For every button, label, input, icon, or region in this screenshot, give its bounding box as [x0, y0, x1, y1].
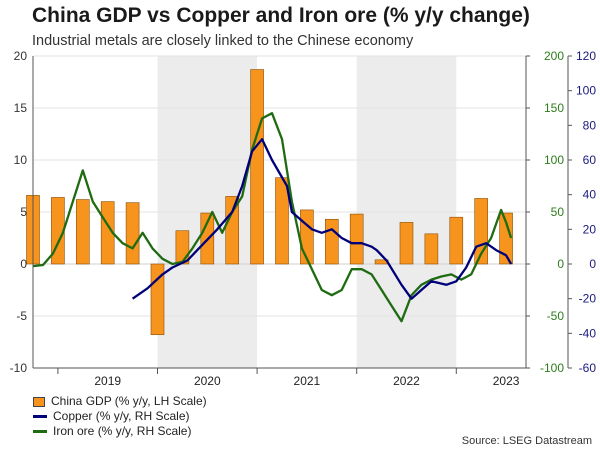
gdp-bar	[275, 177, 289, 265]
x-tick-label-2021: 2021	[294, 374, 321, 388]
gdp-bar	[300, 209, 314, 265]
x-tick-label-2023: 2023	[493, 374, 520, 388]
legend-label-gdp: China GDP (% y/y, LH Scale)	[51, 394, 207, 408]
gdp-bar	[225, 196, 239, 265]
right1-tick-label: 150	[544, 101, 564, 115]
right1-tick-label: 0	[557, 257, 564, 271]
copper-line	[131, 138, 513, 300]
right2-tick-label: 120	[576, 49, 596, 63]
left-tick-label: 10	[14, 153, 28, 167]
legend-swatch-copper	[33, 415, 47, 418]
iron-ore-line	[32, 112, 513, 323]
right2-tick-label: 60	[583, 153, 597, 167]
chart-title: China GDP vs Copper and Iron ore (% y/y …	[32, 4, 530, 27]
right2-tick-label: 0	[589, 257, 596, 271]
gdp-bar	[175, 230, 190, 265]
legend-swatch-iron	[33, 430, 47, 433]
right1-tick-label: -100	[540, 361, 564, 375]
right2-tick-label: 40	[583, 188, 597, 202]
left-tick-label: -10	[10, 361, 28, 375]
right1-tick-label: 100	[544, 153, 564, 167]
left-tick-label: 0	[20, 257, 27, 271]
gdp-bar	[449, 216, 464, 265]
gdp-bar	[125, 202, 140, 265]
left-tick-label: 5	[20, 205, 27, 219]
legend-item-copper: Copper (% y/y, RH Scale)	[33, 409, 207, 424]
left-tick-label: 15	[14, 101, 28, 115]
right2-tick-label: 100	[576, 84, 596, 98]
legend-swatch-gdp	[33, 396, 45, 407]
right2-tick-label: -60	[579, 361, 597, 375]
right2-tick-label: -40	[579, 326, 597, 340]
chart-subtitle: Industrial metals are closely linked to …	[32, 33, 414, 49]
gdp-bar	[499, 212, 513, 265]
source-note: Source: LSEG Datastream	[461, 435, 592, 447]
right1-tick-label: 50	[551, 205, 565, 219]
right2-tick-label: 20	[583, 222, 597, 236]
gdp-bar	[399, 222, 414, 265]
legend-label-iron: Iron ore (% y/y, RH Scale)	[53, 424, 192, 438]
legend: China GDP (% y/y, LH Scale) Copper (% y/…	[33, 394, 207, 439]
gdp-bar	[324, 218, 339, 265]
gdp-bar	[349, 213, 364, 265]
x-tick-label-2020: 2020	[194, 374, 221, 388]
legend-label-copper: Copper (% y/y, RH Scale)	[53, 409, 190, 423]
gdp-bar	[250, 69, 264, 265]
x-tick-label-2019: 2019	[94, 374, 121, 388]
x-tick-label-2022: 2022	[393, 374, 420, 388]
gdp-bar	[75, 199, 90, 265]
legend-item-gdp: China GDP (% y/y, LH Scale)	[33, 394, 207, 409]
right1-tick-label: -50	[547, 309, 565, 323]
right2-tick-label: 80	[583, 118, 597, 132]
left-tick-label: -5	[16, 309, 27, 323]
left-tick-label: 20	[14, 49, 28, 63]
right2-tick-label: -20	[579, 292, 597, 306]
gdp-bar	[424, 233, 439, 265]
legend-item-iron: Iron ore (% y/y, RH Scale)	[33, 424, 207, 439]
right1-tick-label: 200	[544, 49, 564, 63]
